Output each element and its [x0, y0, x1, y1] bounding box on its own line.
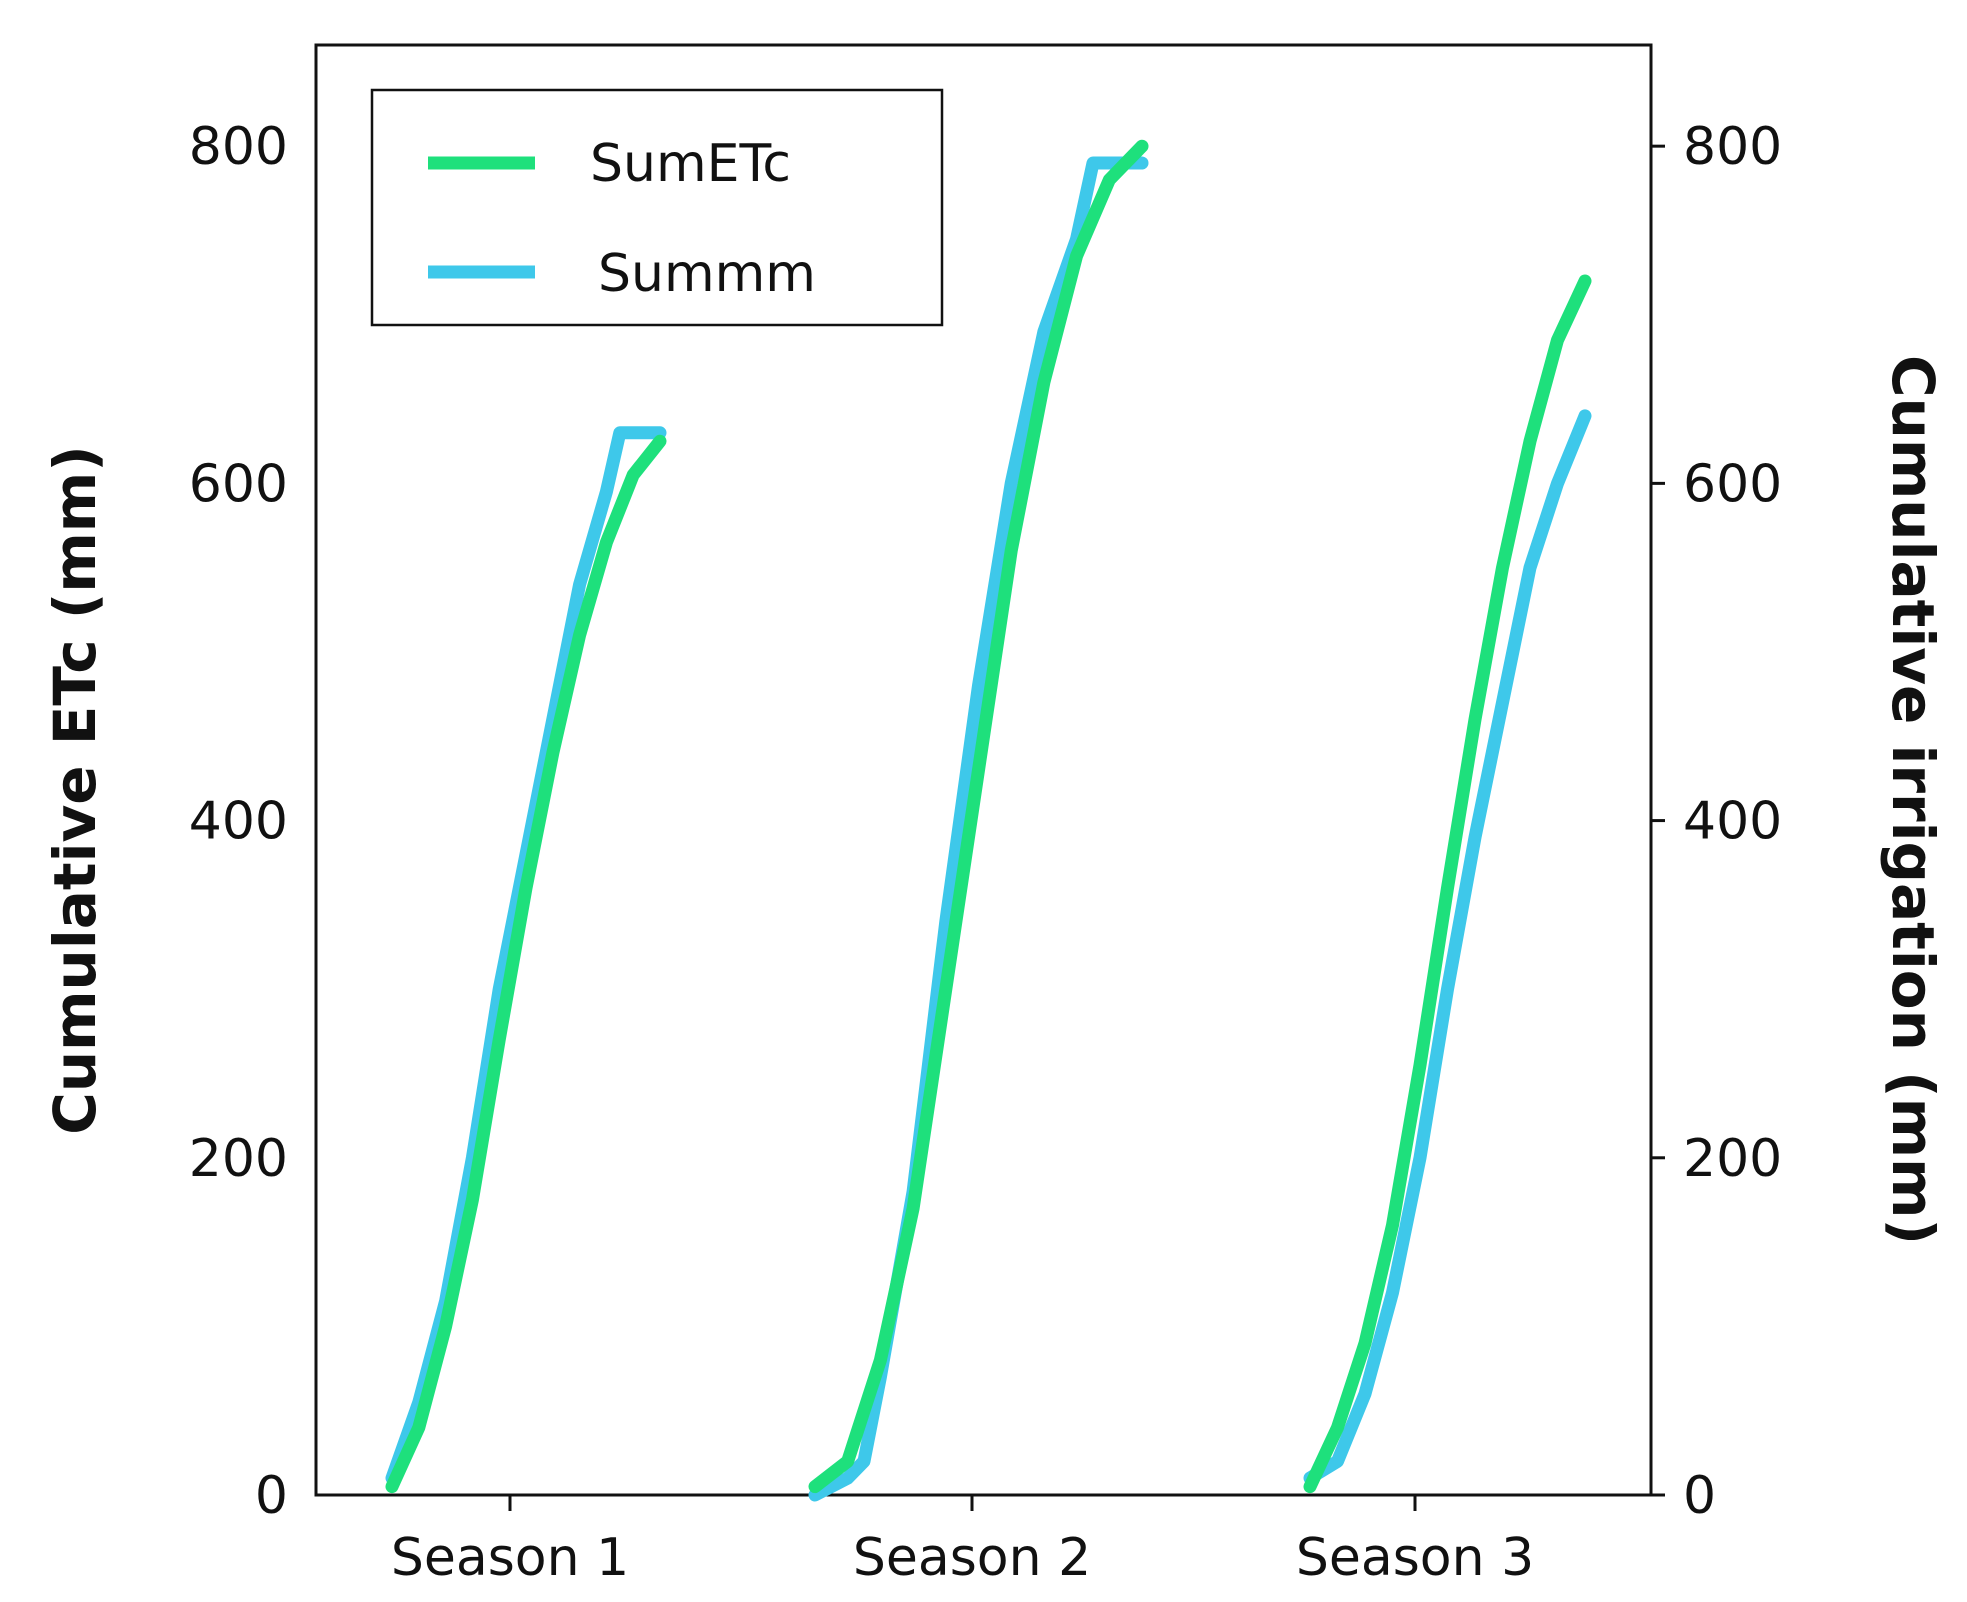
- y-axis-title-left: Cumulative ETc (mm): [41, 445, 109, 1135]
- y-tick-label-right-2: 400: [1683, 792, 1782, 852]
- series-line-sumetc-season-2: [808, 139, 1149, 1494]
- y-tick-label-left-2: 400: [189, 792, 288, 852]
- series-line-summm-season-2: [808, 156, 1149, 1502]
- legend: SumETc Summm: [370, 88, 944, 327]
- y-tick-label-left-1: 200: [189, 1129, 288, 1189]
- y-tick-label-right-4: 800: [1683, 117, 1782, 177]
- x-tick-label-1: Season 2: [853, 1528, 1091, 1588]
- ticks-layer: 0 200 400 600 800 0 200 400 600 800 Season 1 Season…: [189, 117, 1783, 1588]
- legend-label-sumetc: SumETc: [590, 134, 791, 194]
- series-line-sumetc-season-3: [1303, 274, 1592, 1494]
- x-tick-label-0: Season 1: [391, 1528, 629, 1588]
- series-line-summm-season-3: [1303, 409, 1592, 1485]
- legend-label-summm: Summm: [598, 244, 816, 304]
- y-tick-label-right-0: 0: [1683, 1466, 1716, 1526]
- x-tick-label-2: Season 3: [1296, 1528, 1534, 1588]
- plot-frame: [314, 43, 1653, 1497]
- y-tick-label-left-0: 0: [255, 1466, 288, 1526]
- series-layer: [385, 139, 1592, 1502]
- y-tick-label-left-3: 600: [189, 454, 288, 514]
- y-tick-label-left-4: 800: [189, 117, 288, 177]
- legend-box: [370, 88, 944, 327]
- y-tick-label-right-1: 200: [1683, 1129, 1782, 1189]
- y-tick-label-right-3: 600: [1683, 454, 1782, 514]
- series-line-summm-season-1: [385, 426, 667, 1485]
- y-axis-title-right: Cumulative irrigation (mm): [1879, 355, 1947, 1245]
- series-line-sumetc-season-1: [385, 434, 667, 1494]
